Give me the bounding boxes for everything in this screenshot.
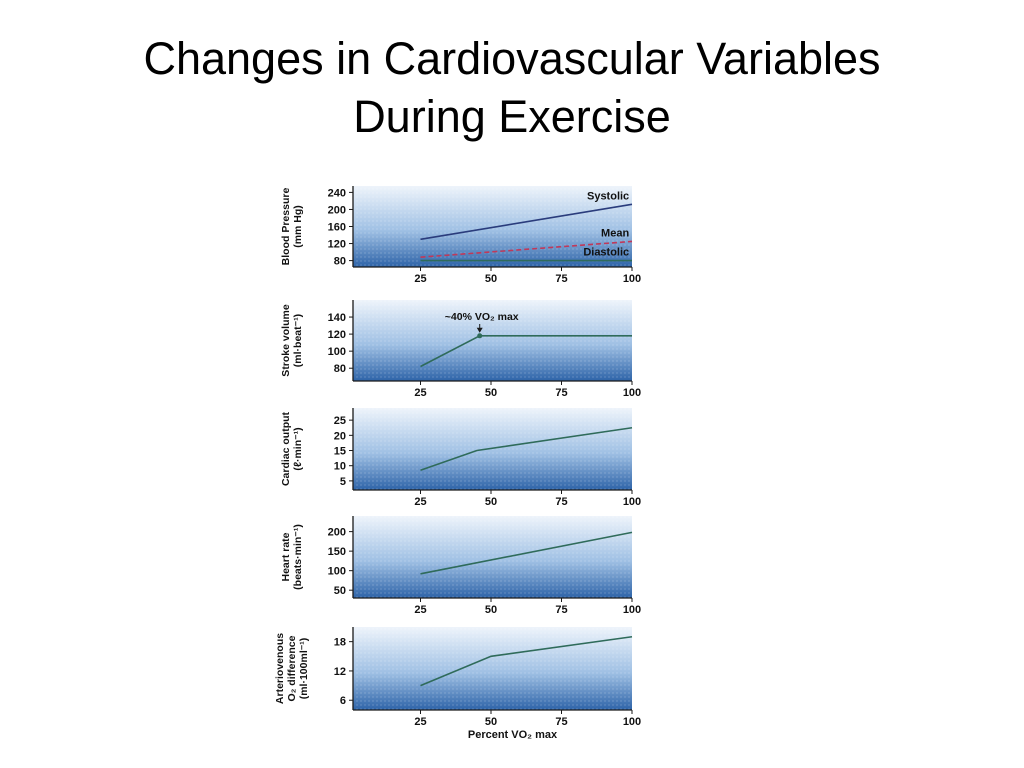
chart4-ylabel-2: (beats·min⁻¹) [292, 524, 304, 590]
chart4-panel-texture [353, 516, 632, 598]
chart4-ytick-label: 50 [334, 585, 346, 597]
chart1-ytick-label: 240 [328, 187, 346, 199]
chart5-ytick-label: 12 [334, 666, 346, 678]
chart4-xtick-label: 100 [623, 604, 641, 616]
annotation-arrowhead [476, 327, 483, 333]
chart1-ytick-label: 80 [334, 256, 346, 268]
chart1-ytick-label: 160 [328, 222, 346, 234]
chart5-xtick-label: 50 [485, 716, 497, 728]
chart1-xtick-label: 50 [485, 273, 497, 285]
series-label-diastolic: Diastolic [583, 247, 629, 259]
chart1-xtick-label: 75 [555, 273, 567, 285]
chart5-ylabel-2: O₂ difference [286, 635, 298, 701]
x-axis-label: Percent VO₂ max [468, 729, 558, 741]
annotation-point [477, 333, 483, 339]
chart2-xtick-label: 50 [485, 387, 497, 399]
chart5-ytick-label: 6 [340, 695, 346, 707]
chart3-ytick-label: 25 [334, 415, 346, 427]
chart2-ylabel-1: Stroke volume [280, 304, 292, 377]
chart1-ylabel-2: (mm Hg) [292, 205, 304, 248]
mean-line [420, 240, 633, 258]
chart3-ylabel-2: (ℓ·min⁻¹) [292, 427, 304, 470]
chart4-xtick-label: 25 [414, 604, 426, 616]
chart2-ylabel-2: (ml·beat⁻¹) [292, 314, 304, 367]
chart3-xtick-label: 75 [555, 496, 567, 508]
chart2-xtick-label: 75 [555, 387, 567, 399]
chart3-xtick-label: 25 [414, 496, 426, 508]
chart3-ytick-label: 15 [334, 446, 346, 458]
chart4-xtick-label: 50 [485, 604, 497, 616]
chart5-ylabel-1: Arteriovenous [274, 633, 286, 704]
chart5-series-line [420, 635, 633, 687]
chart4-ytick-label: 150 [328, 546, 346, 558]
chart3-xtick-label: 100 [623, 496, 641, 508]
chart1-panel-texture [353, 186, 632, 267]
chart2-ytick-label: 100 [328, 346, 346, 358]
chart2-xtick-label: 100 [623, 387, 641, 399]
slide-title: Changes in Cardiovascular Variables Duri… [0, 30, 1024, 146]
chart2-ytick-label: 140 [328, 312, 346, 324]
chart3-ylabel-1: Cardiac output [280, 411, 292, 486]
chart4-ylabel-1: Heart rate [280, 532, 292, 581]
chart1-ylabel-1: Blood Pressure [280, 188, 292, 266]
chart2-ytick-label: 80 [334, 363, 346, 375]
annotation-label: ~40% VO₂ max [445, 311, 519, 323]
chart1-ytick-label: 200 [328, 204, 346, 216]
chart3-ytick-label: 20 [334, 430, 346, 442]
chart5-xtick-label: 100 [623, 716, 641, 728]
chart5-panel-texture [353, 627, 632, 710]
chart3-series-line [420, 426, 633, 472]
chart1-xtick-label: 100 [623, 273, 641, 285]
chart4-ytick-label: 100 [328, 566, 346, 578]
chart4-series-line [420, 531, 633, 575]
chart5-xtick-label: 25 [414, 716, 426, 728]
chart5-ytick-label: 18 [334, 637, 346, 649]
chart2-panel-texture [353, 300, 632, 381]
systolic-line [420, 203, 633, 241]
chart3-ytick-label: 10 [334, 461, 346, 473]
slide-title-line2: During Exercise [353, 91, 671, 142]
chart4-xtick-label: 75 [555, 604, 567, 616]
series-label-mean: Mean [601, 227, 629, 239]
slide-title-line1: Changes in Cardiovascular Variables [143, 33, 881, 84]
chart1-ytick-label: 120 [328, 239, 346, 251]
chart3-xtick-label: 50 [485, 496, 497, 508]
chart5-xtick-label: 75 [555, 716, 567, 728]
series-label-systolic: Systolic [587, 190, 629, 202]
chart3-ytick-label: 5 [340, 476, 346, 488]
chart1-xtick-label: 25 [414, 273, 426, 285]
chart2-xtick-label: 25 [414, 387, 426, 399]
chart5-ylabel-3: (ml·100ml⁻¹) [298, 638, 310, 700]
chart4-ytick-label: 200 [328, 527, 346, 539]
chart2-ytick-label: 120 [328, 329, 346, 341]
